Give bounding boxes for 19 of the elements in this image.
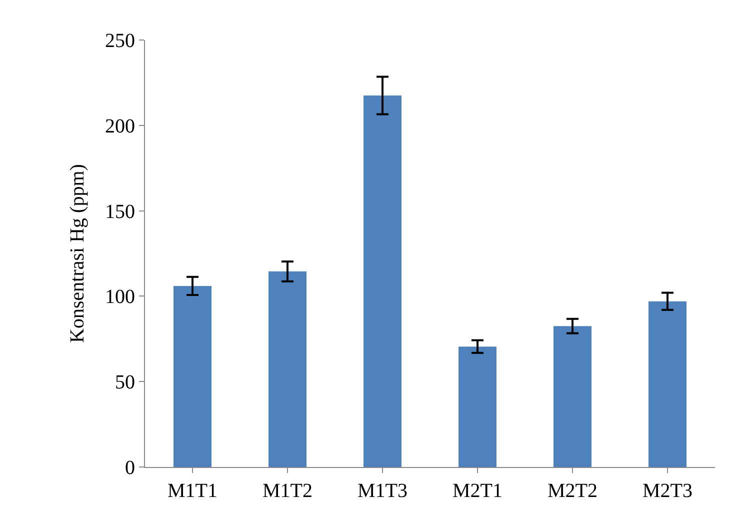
- x-tick-label: M1T3: [358, 480, 408, 502]
- y-tick-label: 0: [125, 457, 135, 479]
- x-tick-label: M1T1: [168, 480, 218, 502]
- x-tick-label: M2T1: [452, 480, 502, 502]
- bar: [364, 96, 402, 467]
- y-tick-label: 100: [105, 286, 135, 308]
- bar: [554, 326, 592, 467]
- y-tick-label: 200: [105, 115, 135, 138]
- bar: [174, 286, 212, 467]
- bar: [458, 346, 496, 467]
- y-axis-title: Konsentrasi Hg (ppm): [66, 164, 88, 343]
- y-tick-label: 50: [115, 372, 135, 394]
- y-tick-label: 150: [105, 200, 135, 223]
- bar: [648, 301, 686, 467]
- bar: [268, 271, 306, 467]
- x-tick-label: M2T2: [548, 480, 598, 502]
- x-tick-label: M2T3: [642, 480, 692, 502]
- x-tick-label: M1T2: [262, 480, 312, 502]
- y-tick-label: 250: [105, 30, 135, 52]
